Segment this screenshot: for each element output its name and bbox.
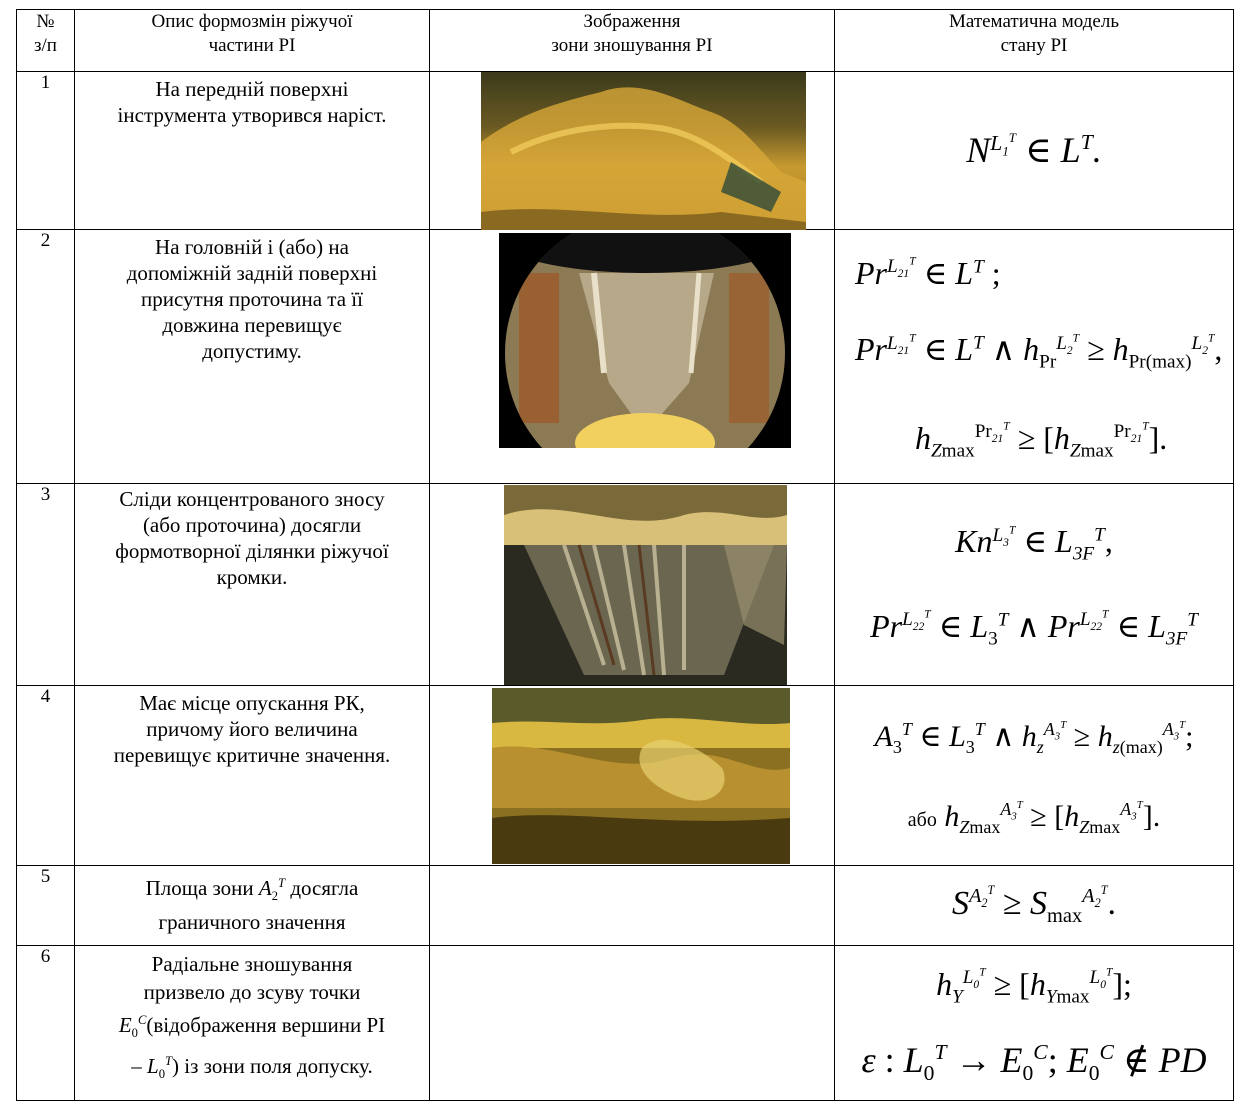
table-row: 4 Має місце опускання РК, причому його в… (16, 685, 1234, 867)
header-image-line1: Зображення (583, 11, 681, 32)
model-formula: KnL3T ∈ L3FT, PrL22T ∈ L3T ∧ PrL22T ∈ L3… (870, 523, 1198, 650)
wear-photo-flank-groove (499, 233, 791, 448)
row-model: NL1T ∈ LT. (834, 71, 1234, 230)
model-text-abo: або (907, 808, 937, 831)
row-number-text: 2 (40, 230, 51, 251)
wear-photo-edge-lowering (492, 688, 790, 865)
desc-fragment: – (131, 1054, 142, 1079)
desc-line: – L0T) із зони поля допуску. (77, 1047, 427, 1088)
header-model-line2: стану РІ (1000, 35, 1068, 56)
row-model: hYL0T ≥ [hYmaxL0T]; ε : L0T → E0C; E0C ∉… (834, 945, 1234, 1101)
desc-line: перевищує критичне значення. (113, 743, 391, 768)
row-image-empty (429, 945, 835, 1101)
wear-photo-concentrated-wear (504, 485, 787, 686)
desc-line: Радіальне зношування (151, 952, 353, 977)
desc-line: допустиму. (202, 339, 302, 363)
table-row: 1 На передній поверхні інструмента утвор… (16, 71, 1234, 230)
row-description: На передній поверхні інструмента утворив… (74, 71, 430, 230)
header-number-line1: № (36, 11, 55, 32)
header-number: № з/п (16, 9, 75, 72)
desc-fragment: Площа зони (145, 876, 254, 901)
row-model: A3T ∈ L3T ∧ hzA3T ≥ hz(max)A3T; або hZma… (834, 685, 1234, 867)
row-description: На головній і (або) на допоміжній задній… (74, 228, 430, 485)
desc-line: E0C(відображення вершини РІ (77, 1006, 427, 1047)
desc-line: формотворної ділянки ріжучої (115, 539, 389, 564)
row-number-text: 3 (40, 484, 51, 506)
header-image-line2: зони зношування РІ (551, 35, 713, 56)
desc-line: інструмента утворився наріст. (117, 103, 387, 127)
desc-line: кромки. (216, 565, 288, 590)
desc-line: На головній і (або) на (155, 235, 349, 259)
row-number-text: 5 (40, 866, 51, 888)
desc-line: присутня проточина та її (141, 287, 363, 311)
header-description: Опис формозмін ріжучої частини РІ (74, 9, 430, 72)
row-description: Має місце опускання РК, причому його вел… (74, 685, 430, 867)
row-image (429, 228, 835, 485)
row-description: Радіальне зношування призвело до зсуву т… (74, 945, 430, 1101)
row-number: 2 (16, 228, 75, 485)
desc-fragment: (відображення вершини РІ (146, 1013, 386, 1038)
model-formula: A3T ∈ L3T ∧ hzA3T ≥ hz(max)A3T; або hZma… (874, 718, 1194, 837)
wear-photo-built-up-edge (481, 72, 806, 230)
row-number: 1 (16, 71, 75, 230)
table-row: 3 Сліди концентрованого зносу (або прото… (16, 483, 1234, 687)
table-header-row: № з/п Опис формозмін ріжучої частини РІ … (16, 9, 1234, 72)
desc-line: Має місце опускання РК, (139, 691, 365, 716)
desc-line: (або проточина) досягли (142, 513, 362, 538)
header-number-line2: з/п (34, 35, 57, 56)
desc-line: довжина перевищує (162, 313, 342, 337)
table-row: 6 Радіальне зношування призвело до зсуву… (16, 945, 1234, 1101)
row-model: PrL21T ∈ LT ; PrL21T ∈ LT ∧ hPrL2T ≥ hPr… (834, 228, 1234, 485)
table-row: 2 На головній і (або) на допоміжній задн… (16, 228, 1234, 485)
row-description: Площа зони A2T досягла граничного значен… (74, 865, 430, 947)
header-model-line1: Математична модель (948, 11, 1119, 32)
row-number: 3 (16, 483, 75, 687)
table-row: 5 Площа зони A2T досягла граничного знач… (16, 865, 1234, 947)
row-number-text: 1 (40, 72, 51, 93)
desc-line: граничного значення (158, 910, 346, 935)
row-number: 6 (16, 945, 75, 1101)
desc-line: допоміжній задній поверхні (126, 261, 378, 285)
desc-fragment: ) із зони поля допуску. (172, 1054, 373, 1079)
desc-line: На передній поверхні (155, 77, 349, 101)
header-description-line1: Опис формозмін ріжучої (151, 11, 353, 32)
row-model: SA2T ≥ SmaxA2T. (834, 865, 1234, 947)
row-number-text: 6 (40, 946, 51, 968)
row-image (429, 685, 835, 867)
desc-fragment: досягла (290, 876, 359, 901)
row-image (429, 71, 835, 230)
zone-symbol: A2T (258, 876, 286, 904)
row-model: KnL3T ∈ L3FT, PrL22T ∈ L3T ∧ PrL22T ∈ L3… (834, 483, 1234, 687)
desc-line: Площа зони A2T досягла (77, 870, 427, 909)
header-image: Зображення зони зношування РІ (429, 9, 835, 72)
header-description-line2: частини РІ (208, 35, 296, 56)
desc-line: Сліди концентрованого зносу (119, 487, 385, 512)
point-symbol: E0C (118, 1013, 147, 1041)
row-image-empty (429, 865, 835, 947)
row-number: 5 (16, 865, 75, 947)
model-formula: PrL21T ∈ LT ; PrL21T ∈ LT ∧ hPrL2T ≥ hPr… (855, 255, 1223, 462)
model-formula: SA2T ≥ SmaxA2T. (951, 883, 1117, 928)
row-number: 4 (16, 685, 75, 867)
desc-line: призвело до зсуву точки (143, 980, 361, 1005)
row-description: Сліди концентрованого зносу (або проточи… (74, 483, 430, 687)
header-model: Математична модель стану РІ (834, 9, 1234, 72)
row-number-text: 4 (40, 686, 51, 708)
row-image (429, 483, 835, 687)
vertex-symbol: L0T (147, 1054, 173, 1082)
model-formula: hYL0T ≥ [hYmaxL0T]; ε : L0T → E0C; E0C ∉… (861, 966, 1207, 1085)
desc-line: причому його величина (146, 717, 358, 742)
wear-table: № з/п Опис формозмін ріжучої частини РІ … (16, 9, 1234, 1101)
model-formula: NL1T ∈ LT. (966, 129, 1102, 171)
